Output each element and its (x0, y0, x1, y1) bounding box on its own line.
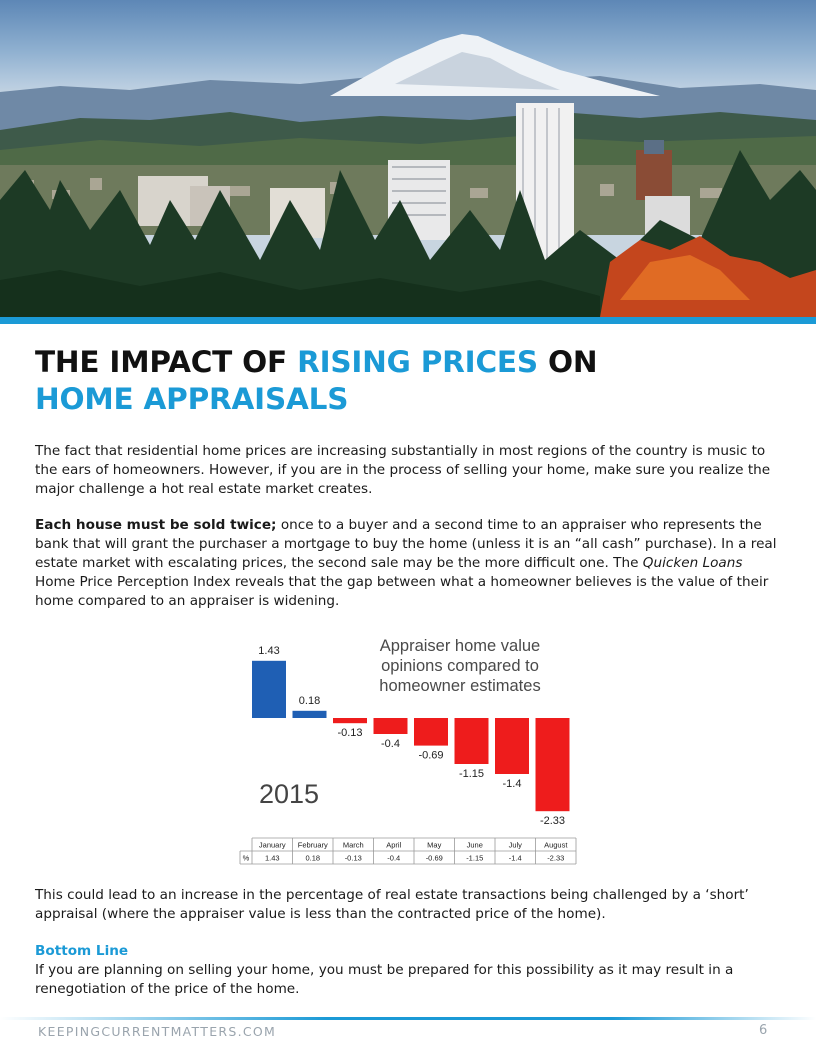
table-month-label: August (544, 841, 568, 850)
chart-value-label: -2.33 (540, 815, 565, 827)
chart-bar (333, 718, 367, 724)
sold-twice-text-a: once to a buyer and a second time to an … (35, 517, 777, 571)
table-value: 0.18 (305, 854, 320, 863)
footer-website: KEEPINGCURRENTMATTERS.COM (38, 1024, 277, 1039)
chart-value-label: -1.4 (503, 778, 522, 790)
chart-bar (292, 710, 327, 718)
short-appraisal-paragraph: This could lead to an increase in the pe… (35, 887, 749, 922)
table-value: -0.13 (345, 854, 362, 863)
bottom-line-paragraph: If you are planning on selling your home… (35, 962, 734, 997)
table-month-label: January (259, 841, 286, 850)
title-accent-home-appraisals: HOME APPRAISALS (35, 382, 349, 416)
chart-value-label: -0.69 (418, 750, 443, 762)
hero-divider (0, 317, 816, 324)
table-month-label: February (298, 841, 328, 850)
chart-bar (454, 718, 489, 764)
chart-value-label: 0.18 (299, 695, 320, 707)
chart-bar (252, 660, 286, 718)
chart-value-label: -0.13 (337, 727, 362, 739)
table-value: -1.4 (509, 854, 522, 863)
quicken-loans-name: Quicken Loans (642, 555, 743, 571)
page-number: 6 (759, 1023, 768, 1038)
appraisal-gap-bar-chart: 1.43 0.18 -0.13 -0.4 -0.69 -1.15 -1.4 -2.33% Jan… (239, 645, 577, 865)
table-month-label: May (427, 841, 441, 850)
chart-value-label: -0.4 (381, 738, 400, 750)
chart-title: Appraiser home value opinions compared t… (379, 637, 541, 695)
title-part-1: THE IMPACT OF (35, 345, 298, 379)
footer-divider (0, 1017, 816, 1020)
table-value: 1.43 (265, 854, 280, 863)
article-title: THE IMPACT OF RISING PRICES ON HOME APPR… (35, 344, 775, 418)
chart-bar (535, 718, 570, 812)
chart-value-label: -1.15 (459, 768, 484, 780)
sold-twice-lead: Each house must be sold twice; (35, 517, 277, 533)
table-value: -0.4 (387, 854, 400, 863)
table-value: -2.33 (547, 854, 564, 863)
bottom-line-heading: Bottom Line (35, 943, 129, 959)
table-month-label: April (386, 841, 401, 850)
table-month-label: July (509, 841, 523, 850)
chart-year-annotation: 2015 (259, 779, 320, 809)
chart-bar (414, 718, 448, 746)
sold-twice-paragraph: Each house must be sold twice; once to a… (35, 516, 780, 611)
table-value: -0.69 (426, 854, 443, 863)
chart-bar (373, 718, 408, 734)
hero-photo-city-skyline (0, 0, 816, 317)
table-month-label: March (343, 841, 364, 850)
title-accent-rising-prices: RISING PRICES (297, 345, 538, 379)
title-part-2: ON (537, 345, 598, 379)
sold-twice-text-b: Home Price Perception Index reveals that… (35, 574, 769, 609)
chart-value-label: 1.43 (258, 645, 279, 657)
intro-paragraph: The fact that residential home prices ar… (35, 443, 771, 497)
table-value: -1.15 (466, 854, 483, 863)
table-month-label: June (467, 841, 483, 850)
chart-bar (495, 718, 529, 774)
table-row-label: % (243, 854, 250, 863)
